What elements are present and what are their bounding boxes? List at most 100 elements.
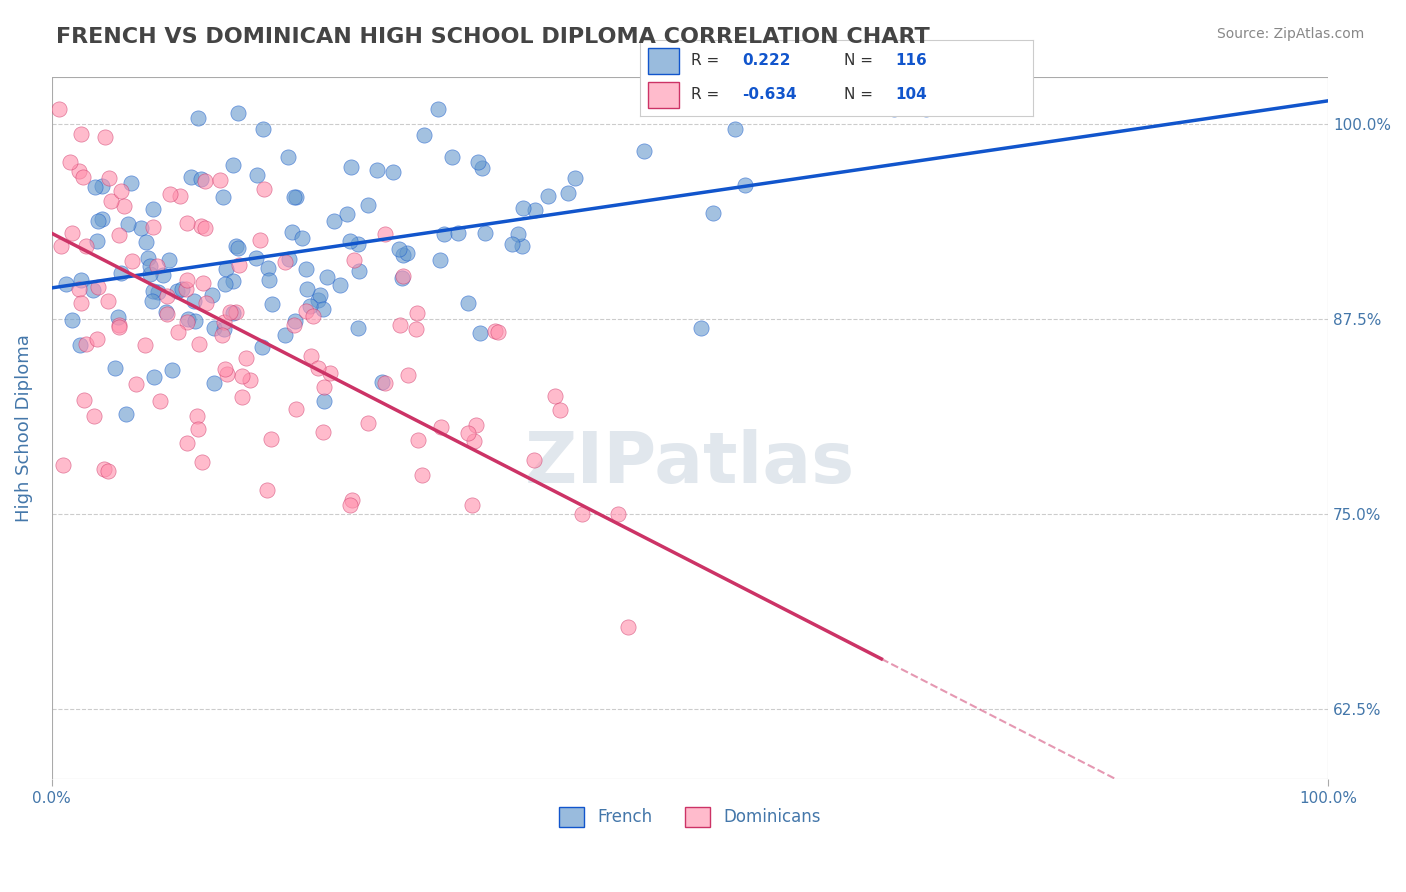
Point [86,332,108,346]
Point [84,179,107,194]
Point [187,336,209,351]
Point [110,185,132,199]
Point [231,390,253,404]
Point [311,301,333,316]
Point [202,376,225,391]
Point [413,128,436,142]
Point [312,394,335,409]
Point [284,314,307,328]
Point [112,199,135,213]
Point [312,380,335,394]
Point [392,269,415,284]
Text: ZIPatlas: ZIPatlas [524,429,855,498]
Point [176,216,198,230]
Point [297,283,319,297]
Point [295,304,318,318]
Point [347,236,370,251]
Point [87,280,110,294]
Point [283,190,305,204]
Point [97,294,120,309]
Point [214,277,236,292]
Point [391,271,413,285]
Point [176,273,198,287]
Point [557,186,579,201]
Point [253,182,276,196]
Point [100,194,122,209]
Point [91,178,114,193]
Point [356,198,378,212]
Point [471,161,494,175]
Point [273,254,295,268]
Text: R =: R = [690,54,718,68]
Point [329,277,352,292]
Point [211,328,233,343]
Point [125,377,148,392]
Point [235,351,257,365]
Point [226,105,249,120]
Point [187,112,209,126]
Point [250,340,273,354]
Point [60,312,83,326]
Point [550,402,572,417]
Point [183,294,205,309]
Point [336,207,359,221]
Point [467,155,489,169]
Point [87,213,110,227]
Point [411,467,433,482]
Legend: French, Dominicans: French, Dominicans [553,800,828,834]
Point [121,254,143,268]
Point [160,363,183,377]
Point [146,260,169,274]
Point [217,367,239,381]
Point [382,165,405,179]
Point [239,373,262,387]
Point [347,321,370,335]
Point [108,318,131,332]
Point [155,305,177,319]
Point [82,283,104,297]
Point [312,425,335,440]
Point [108,320,131,334]
Point [191,455,214,469]
Point [508,227,530,242]
Point [194,220,217,235]
Point [406,306,429,320]
Point [702,206,724,220]
Point [129,221,152,235]
Point [166,325,188,339]
Point [392,248,415,262]
Point [49,239,72,253]
Point [142,284,165,298]
Point [180,170,202,185]
Point [212,189,235,203]
Text: 104: 104 [896,87,928,103]
Point [319,366,342,380]
Point [55,277,77,291]
Point [222,274,245,288]
Point [214,322,236,336]
Point [316,270,339,285]
Point [457,296,479,310]
Point [262,297,284,311]
Point [307,293,329,307]
Point [166,284,188,298]
Text: FRENCH VS DOMINICAN HIGH SCHOOL DIPLOMA CORRELATION CHART: FRENCH VS DOMINICAN HIGH SCHOOL DIPLOMA … [56,27,929,46]
Point [228,258,250,272]
Point [301,349,323,363]
Point [190,172,212,186]
Text: R =: R = [690,87,718,103]
Point [510,239,533,253]
Point [98,170,121,185]
Point [67,164,90,178]
Point [107,310,129,324]
Point [156,306,179,320]
Point [136,251,159,265]
Point [723,122,745,136]
Point [97,464,120,478]
Point [134,338,156,352]
Point [441,150,464,164]
Point [302,309,325,323]
Point [278,252,301,267]
Point [406,433,429,447]
Point [260,432,283,446]
